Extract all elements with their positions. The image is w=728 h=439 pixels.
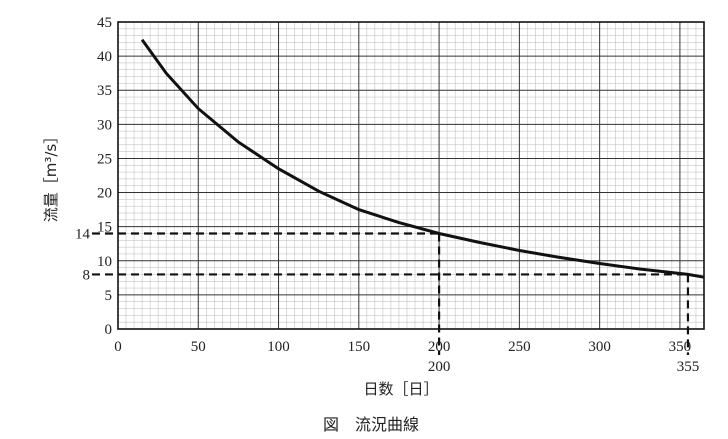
x-tick-label: 0 (114, 339, 122, 355)
y-tick-label: 20 (97, 186, 112, 202)
y-tick-label: 10 (97, 254, 112, 270)
y-axis-label: 流量［m³/s］ (42, 129, 60, 223)
guide-lines (92, 232, 690, 355)
x-tick-label: 350 (669, 339, 692, 355)
annotation-y-label: 8 (83, 267, 91, 283)
x-tick-label: 300 (588, 339, 611, 355)
x-tick-label: 250 (508, 339, 531, 355)
y-tick-label: 30 (97, 117, 112, 133)
tick-labels: 0 50 100 150 200 250 300 350 0 5 10 15 20 25 30 35 40 45 (97, 15, 691, 355)
annotation-x-label: 355 (677, 359, 700, 375)
plot-frame (117, 21, 705, 330)
minor-grid (118, 22, 705, 329)
x-axis-label: 日数［日］ (363, 380, 438, 398)
y-tick-label: 15 (97, 220, 112, 236)
major-grid (117, 21, 704, 330)
y-tick-label: 0 (105, 322, 113, 338)
x-tick-label: 150 (348, 339, 371, 355)
y-tick-label: 40 (97, 49, 112, 65)
annotation-y-label: 14 (75, 226, 91, 242)
annotation-labels: 200 14 355 8 (75, 226, 699, 375)
x-tick-label: 50 (191, 339, 206, 355)
chart-caption: 図 流況曲線 (323, 415, 419, 434)
x-tick-label: 200 (428, 339, 451, 355)
y-tick-label: 45 (97, 15, 112, 31)
flow-duration-curve (140, 38, 705, 279)
y-tick-label: 35 (97, 83, 112, 99)
y-tick-label: 5 (105, 288, 113, 304)
y-tick-label: 25 (97, 151, 112, 167)
x-tick-label: 100 (267, 339, 290, 355)
annotation-x-label: 200 (428, 359, 451, 375)
